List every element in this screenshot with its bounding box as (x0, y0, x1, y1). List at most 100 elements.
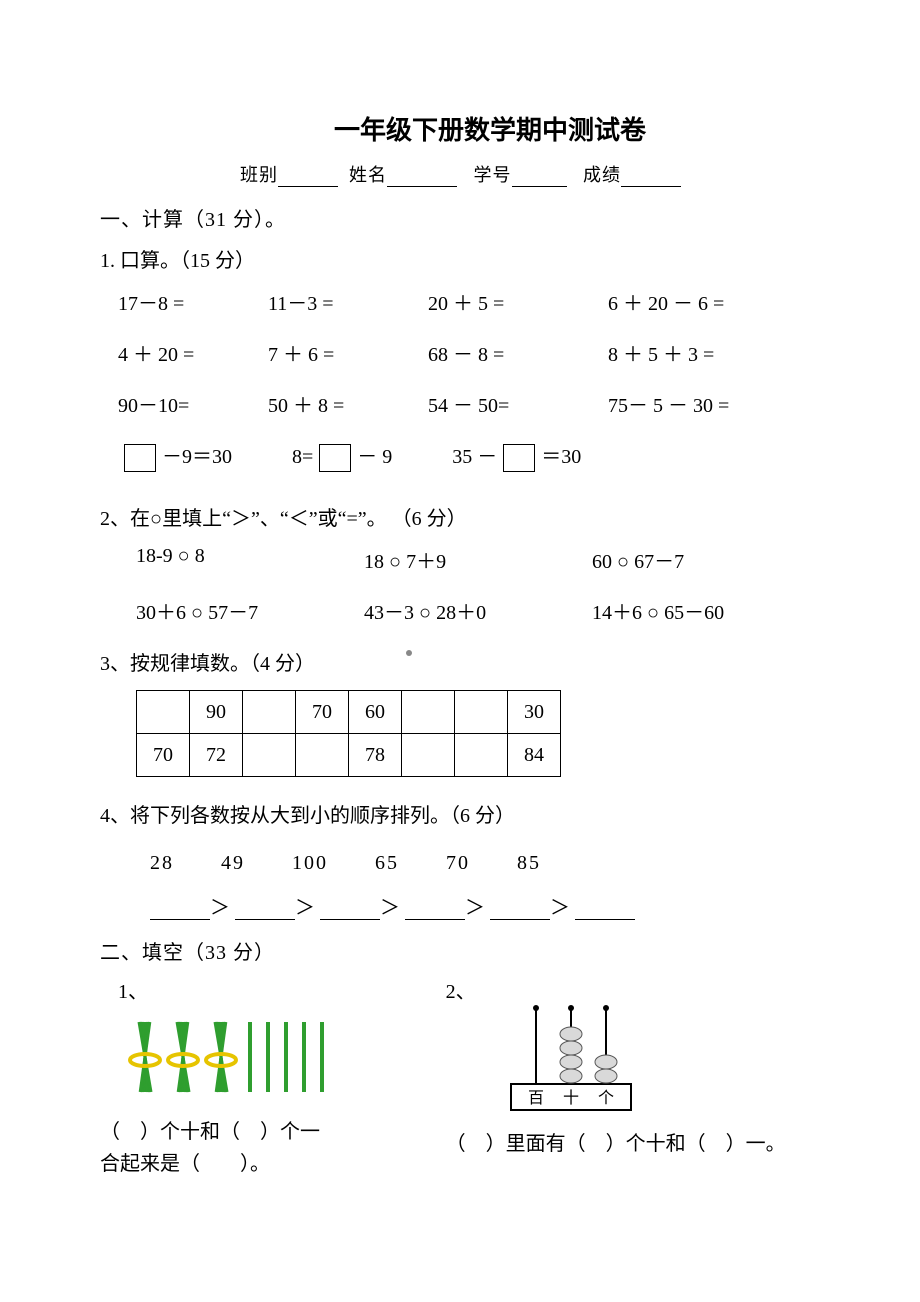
gt-symbol: ＞ (465, 897, 485, 919)
comp-row-2: 30＋6 ○ 57－7 43－3 ○ 28＋0 14＋6 ○ 65－60 (136, 596, 820, 625)
sort-blank (490, 901, 550, 920)
calc-cell: 11－3 = (268, 287, 428, 316)
sort-num: 65 (375, 852, 399, 874)
comp-cell: 18 ○ 7＋9 (364, 545, 592, 574)
calc-grid: 17－8 = 11－3 = 20 ＋ 5 = 6 ＋ 20 － 6 = 4 ＋ … (118, 287, 820, 418)
ans-line: 合起来是（ ）。 (100, 1148, 446, 1180)
section-1-heading: 一、计算（31 分）。 (100, 203, 820, 232)
calc-cell: 54 － 50= (428, 389, 608, 418)
document-title: 一年级下册数学期中测试卷 (160, 110, 820, 147)
box-eq-3: 35 － ＝30 (452, 440, 581, 472)
fill-item-2: 2、 百 十 个 （ ）里面有（ ）个十和（ ）一。 (446, 975, 792, 1180)
box-equation-row: －9＝30 8= － 9 35 － ＝30 (118, 440, 820, 472)
sort-num: 28 (150, 852, 174, 874)
sequence-table: 90 70 60 30 70 72 78 84 (136, 690, 561, 777)
score-blank (621, 168, 681, 187)
calc-cell: 4 ＋ 20 = (118, 338, 268, 367)
class-blank (278, 168, 338, 187)
comparison-grid: 18-9 ○ 8 18 ○ 7＋9 60 ○ 67－7 30＋6 ○ 57－7 … (136, 545, 820, 625)
seq-cell (243, 734, 296, 777)
box-eq-text: － 9 (357, 446, 392, 468)
class-label: 班别 (240, 165, 278, 185)
seq-cell: 60 (349, 691, 402, 734)
sort-blank (150, 901, 210, 920)
seq-cell: 70 (296, 691, 349, 734)
calc-cell: 75－ 5 － 30 = (608, 389, 808, 418)
ans-line: （ ）个十和（ ）个一 (100, 1116, 446, 1148)
seq-cell (243, 691, 296, 734)
ans-line: （ ）里面有（ ）个十和（ ）一。 (446, 1128, 792, 1160)
seq-cell (402, 691, 455, 734)
page: 一年级下册数学期中测试卷 班别 姓名 学号 成绩 一、计算（31 分）。 1. … (0, 0, 920, 1302)
sort-num: 49 (221, 852, 245, 874)
gt-symbol: ＞ (210, 897, 230, 919)
comp-cell: 43－3 ○ 28＋0 (364, 596, 592, 625)
sort-blank (575, 901, 635, 920)
q2-heading: 2、在○里填上“＞”、“＜”或“=”。 （6 分） (100, 502, 820, 531)
seq-cell (455, 691, 508, 734)
seq-cell (402, 734, 455, 777)
id-blank (512, 168, 567, 187)
calc-cell: 17－8 = (118, 287, 268, 316)
seq-cell: 70 (137, 734, 190, 777)
table-row: 90 70 60 30 (137, 691, 561, 734)
calc-row-3: 90－10= 50 ＋ 8 = 54 － 50= 75－ 5 － 30 = (118, 389, 820, 418)
answer-box (124, 444, 156, 472)
svg-text:个: 个 (598, 1089, 614, 1107)
box-eq-2: 8= － 9 (292, 440, 392, 472)
name-blank (387, 168, 457, 187)
fill-items-row: 1、 （ ）个十和（ ）个一 合起来是（ ）。 2、 百 十 个 （ ）里面有（ ）… (100, 975, 820, 1180)
calc-row-1: 17－8 = 11－3 = 20 ＋ 5 = 6 ＋ 20 － 6 = (118, 287, 820, 316)
q4-heading: 4、将下列各数按从大到小的顺序排列。（6 分） (100, 799, 820, 828)
calc-cell: 7 ＋ 6 = (268, 338, 428, 367)
sort-blank (235, 901, 295, 920)
center-dot (406, 650, 412, 656)
svg-text:百: 百 (528, 1090, 544, 1107)
sort-num: 100 (292, 852, 328, 874)
box-eq-text: ＝30 (541, 446, 581, 468)
q1-heading: 1. 口算。（15 分） (100, 244, 820, 273)
box-eq-text: 35 － (452, 446, 497, 468)
item-2-num: 2、 (446, 975, 792, 1004)
calc-cell: 68 － 8 = (428, 338, 608, 367)
name-label: 姓名 (349, 165, 387, 185)
fill-item-1: 1、 （ ）个十和（ ）个一 合起来是（ ）。 (100, 975, 446, 1180)
answer-box (319, 444, 351, 472)
svg-text:十: 十 (563, 1089, 579, 1107)
calc-cell: 6 ＋ 20 － 6 = (608, 287, 808, 316)
comp-cell: 60 ○ 67－7 (592, 545, 820, 574)
q3-heading: 3、按规律填数。（4 分） (100, 647, 820, 676)
calc-cell: 20 ＋ 5 = (428, 287, 608, 316)
calc-cell: 90－10= (118, 389, 268, 418)
comp-row-1: 18-9 ○ 8 18 ○ 7＋9 60 ○ 67－7 (136, 545, 820, 574)
score-label: 成绩 (583, 165, 621, 185)
seq-cell: 72 (190, 734, 243, 777)
sort-blank (405, 901, 465, 920)
item-2-answer: （ ）里面有（ ）个十和（ ）一。 (446, 1128, 792, 1160)
comp-cell: 14＋6 ○ 65－60 (592, 596, 820, 625)
gt-symbol: ＞ (380, 897, 400, 919)
box-eq-text: 8= (292, 446, 313, 468)
seq-cell (296, 734, 349, 777)
comp-cell: 18-9 ○ 8 (136, 545, 364, 574)
gt-symbol: ＞ (550, 897, 570, 919)
box-eq-1: －9＝30 (118, 440, 232, 472)
sort-numbers: 28 49 100 65 70 85 (150, 852, 820, 875)
calc-cell: 8 ＋ 5 ＋ 3 = (608, 338, 808, 367)
calc-row-2: 4 ＋ 20 = 7 ＋ 6 = 68 － 8 = 8 ＋ 5 ＋ 3 = (118, 338, 820, 367)
calc-cell: 50 ＋ 8 = (268, 389, 428, 418)
sort-answer-line: ＞ ＞ ＞ ＞ ＞ (150, 891, 820, 920)
abacus-diagram: 百十个 (486, 1004, 666, 1114)
seq-cell: 84 (508, 734, 561, 777)
table-row: 70 72 78 84 (137, 734, 561, 777)
seq-cell (137, 691, 190, 734)
sort-num: 70 (446, 852, 470, 874)
item-1-answer: （ ）个十和（ ）个一 合起来是（ ）。 (100, 1116, 446, 1180)
seq-cell (455, 734, 508, 777)
item-1-num: 1、 (118, 975, 446, 1004)
seq-cell: 78 (349, 734, 402, 777)
sort-blank (320, 901, 380, 920)
seq-cell: 30 (508, 691, 561, 734)
answer-box (503, 444, 535, 472)
seq-cell: 90 (190, 691, 243, 734)
